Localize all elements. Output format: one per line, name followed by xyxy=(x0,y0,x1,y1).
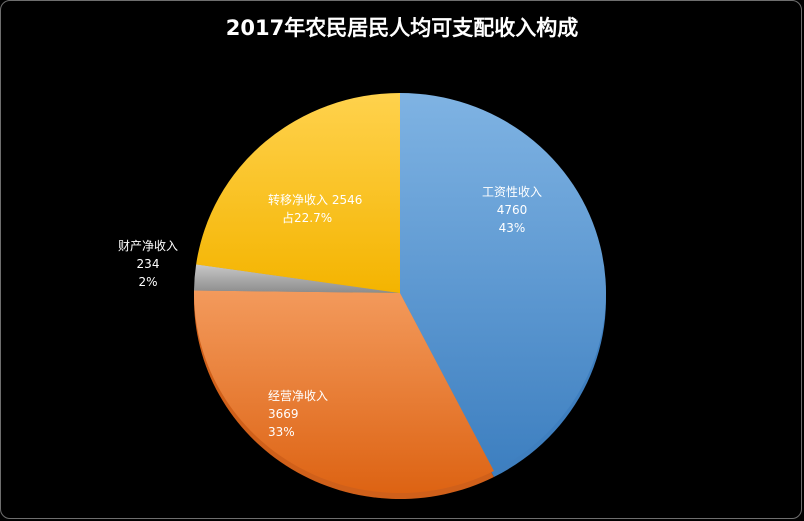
pie-slice xyxy=(194,290,494,493)
slice-label: 财产净收入 234 2% xyxy=(118,239,178,289)
pie-slice xyxy=(194,264,400,293)
chart-title: 2017年农民居民人均可支配收入构成 xyxy=(225,16,579,40)
pie-slice xyxy=(400,93,606,472)
pie-slice xyxy=(196,93,400,293)
slice-label: 工资性收入 4760 43% xyxy=(482,185,542,235)
slice-label: 转移净收入 2546 占22.7% xyxy=(268,192,362,225)
slice-label: 经营净收入 3669 33% xyxy=(268,389,328,439)
